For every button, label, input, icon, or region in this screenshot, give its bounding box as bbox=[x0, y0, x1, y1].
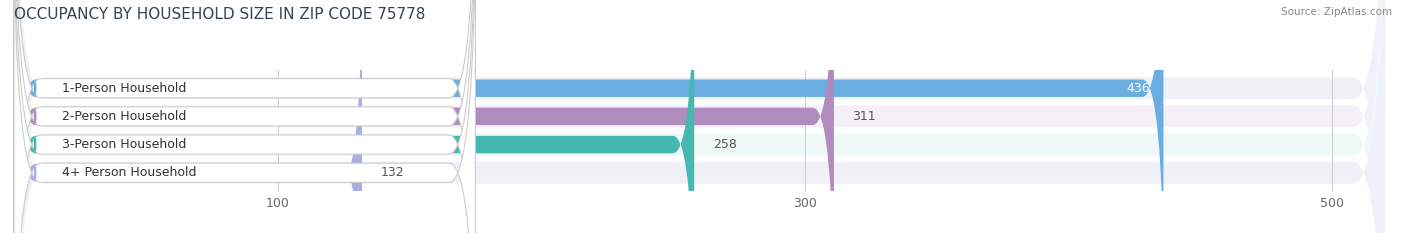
Text: 2-Person Household: 2-Person Household bbox=[62, 110, 186, 123]
Text: 311: 311 bbox=[852, 110, 876, 123]
FancyBboxPatch shape bbox=[14, 0, 1385, 233]
FancyBboxPatch shape bbox=[14, 0, 475, 233]
FancyBboxPatch shape bbox=[14, 0, 475, 233]
FancyBboxPatch shape bbox=[14, 0, 695, 233]
Text: 4+ Person Household: 4+ Person Household bbox=[62, 166, 195, 179]
FancyBboxPatch shape bbox=[14, 0, 363, 233]
Text: OCCUPANCY BY HOUSEHOLD SIZE IN ZIP CODE 75778: OCCUPANCY BY HOUSEHOLD SIZE IN ZIP CODE … bbox=[14, 7, 426, 22]
FancyBboxPatch shape bbox=[14, 0, 1385, 233]
FancyBboxPatch shape bbox=[14, 0, 475, 233]
FancyBboxPatch shape bbox=[14, 0, 834, 233]
Text: 132: 132 bbox=[381, 166, 404, 179]
FancyBboxPatch shape bbox=[14, 0, 475, 233]
Text: Source: ZipAtlas.com: Source: ZipAtlas.com bbox=[1281, 7, 1392, 17]
FancyBboxPatch shape bbox=[14, 0, 1164, 233]
FancyBboxPatch shape bbox=[14, 0, 1385, 233]
Text: 258: 258 bbox=[713, 138, 737, 151]
FancyBboxPatch shape bbox=[14, 0, 1385, 233]
Text: 3-Person Household: 3-Person Household bbox=[62, 138, 186, 151]
Text: 436: 436 bbox=[1126, 82, 1150, 95]
Text: 1-Person Household: 1-Person Household bbox=[62, 82, 186, 95]
